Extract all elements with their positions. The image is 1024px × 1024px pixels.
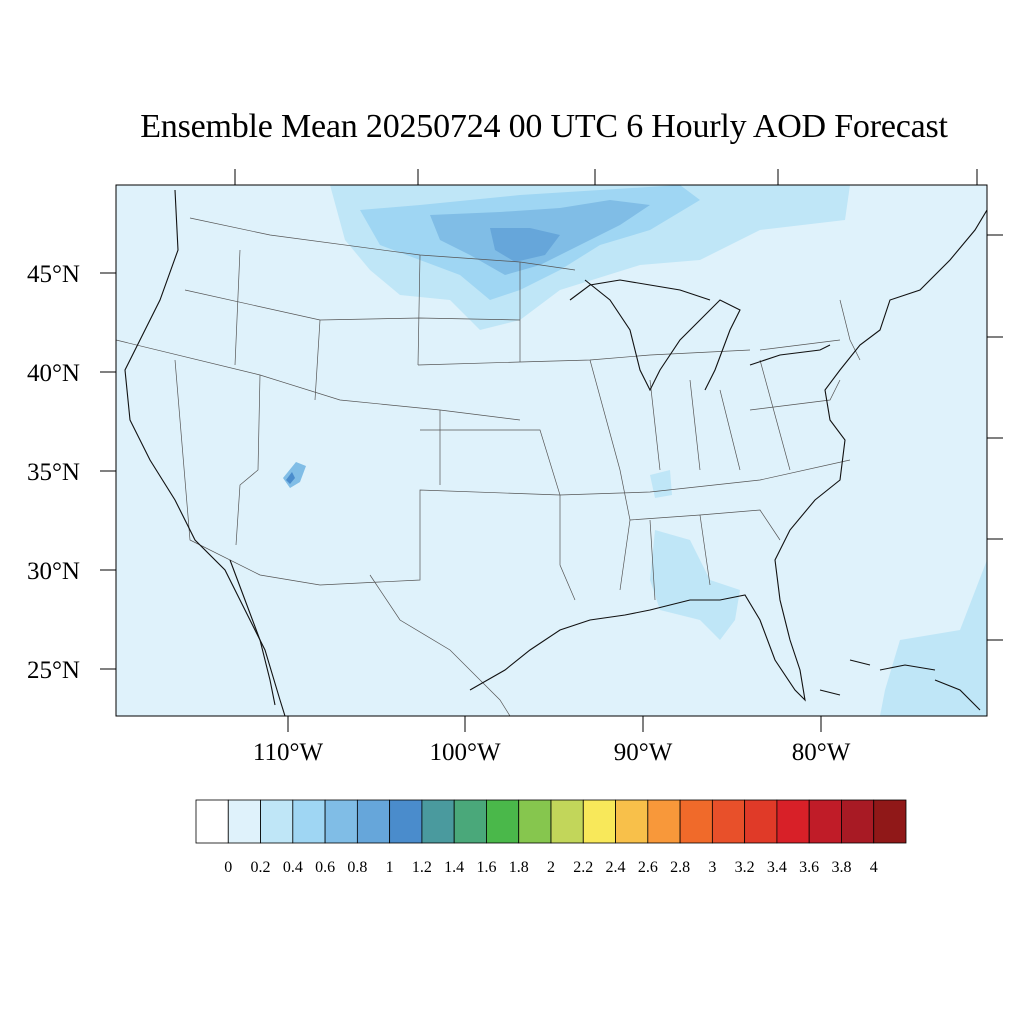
colorbar-swatch — [486, 799, 520, 844]
colorbar-swatch — [711, 799, 746, 844]
colorbar-swatch — [227, 799, 261, 844]
colorbar-tick-label: 1 — [386, 859, 394, 876]
colorbar-tick-label: 3.2 — [735, 859, 755, 876]
colorbar-swatch — [582, 799, 616, 844]
aod-region-gulf-coast — [650, 530, 740, 640]
map-frame — [115, 184, 988, 717]
colorbar-swatch — [873, 799, 907, 844]
colorbar-swatch — [744, 799, 778, 844]
aod-region-dakotas-peak — [490, 228, 560, 262]
left-ticks — [100, 272, 116, 670]
colorbar-swatch — [841, 799, 875, 844]
colorbar-tick-label: 0.2 — [251, 859, 271, 876]
lon-label-80w: 80°W — [792, 739, 851, 766]
lat-label-30: 30°N — [27, 558, 80, 585]
colorbar-swatch — [260, 799, 294, 844]
colorbar-swatch — [356, 799, 391, 844]
colorbar-tick-label: 4 — [870, 859, 878, 876]
top-ticks — [234, 169, 978, 185]
colorbar-tick-label: 2 — [547, 859, 555, 876]
latitude-labels: 45°N 40°N 35°N 30°N 25°N — [27, 261, 80, 684]
colorbar-swatch — [647, 799, 681, 844]
aod-region-arizona-peak — [286, 472, 295, 484]
aod-colorbar: 0 0.2 0.4 0.6 0.8 1 1.2 1.4 1.6 1.8 2 2.2 2.4 2.6 2.8 3… — [195, 799, 907, 876]
colorbar-swatch — [292, 799, 326, 844]
colorbar-swatch — [518, 799, 552, 844]
colorbar-swatch — [389, 799, 423, 844]
lat-label-35: 35°N — [27, 459, 80, 486]
lat-label-25: 25°N — [27, 657, 80, 684]
colorbar-tick-label: 1.2 — [412, 859, 432, 876]
coastlines — [124, 189, 987, 716]
colorbar-tick-label: 2.8 — [670, 859, 690, 876]
lat-label-40: 40°N — [27, 360, 80, 387]
colorbar-swatch — [776, 799, 810, 844]
colorbar-tick-label: 2.4 — [606, 859, 626, 876]
colorbar-swatch — [324, 799, 358, 844]
aod-region-tennessee — [650, 470, 672, 498]
political-boundaries — [116, 217, 861, 716]
colorbar-tick-label: 3.8 — [831, 859, 851, 876]
colorbar-tick-label: 2.2 — [573, 859, 593, 876]
lat-label-45: 45°N — [27, 261, 80, 288]
colorbar-tick-label: 3.4 — [767, 859, 787, 876]
map-title: Ensemble Mean 20250724 00 UTC 6 Hourly A… — [140, 108, 948, 145]
colorbar-tick-label: 1.6 — [476, 859, 496, 876]
colorbar-tick-label: 0 — [224, 859, 232, 876]
lon-label-90w: 90°W — [614, 739, 673, 766]
right-ticks — [987, 234, 1003, 641]
colorbar-tick-label: 2.6 — [638, 859, 658, 876]
colorbar-tick-label: 1.4 — [444, 859, 464, 876]
colorbar-tick-label: 3 — [708, 859, 716, 876]
bottom-ticks — [287, 716, 822, 732]
colorbar-tick-label: 0.8 — [347, 859, 367, 876]
colorbar-swatch — [550, 799, 584, 844]
colorbar-tick-label: 0.4 — [283, 859, 303, 876]
colorbar-swatch — [453, 799, 487, 844]
colorbar-swatch — [808, 799, 842, 844]
colorbar-swatch — [195, 799, 229, 844]
colorbar-tick-label: 1.8 — [509, 859, 529, 876]
longitude-labels: 110°W 100°W 90°W 80°W — [253, 739, 851, 766]
colorbar-swatch — [421, 799, 455, 844]
lon-label-110w: 110°W — [253, 739, 324, 766]
colorbar-swatch — [615, 799, 649, 844]
colorbar-swatch — [679, 799, 713, 844]
lon-label-100w: 100°W — [429, 739, 500, 766]
colorbar-tick-label: 0.6 — [315, 859, 335, 876]
colorbar-tick-label: 3.6 — [799, 859, 819, 876]
aod-region-caribbean — [880, 560, 987, 716]
